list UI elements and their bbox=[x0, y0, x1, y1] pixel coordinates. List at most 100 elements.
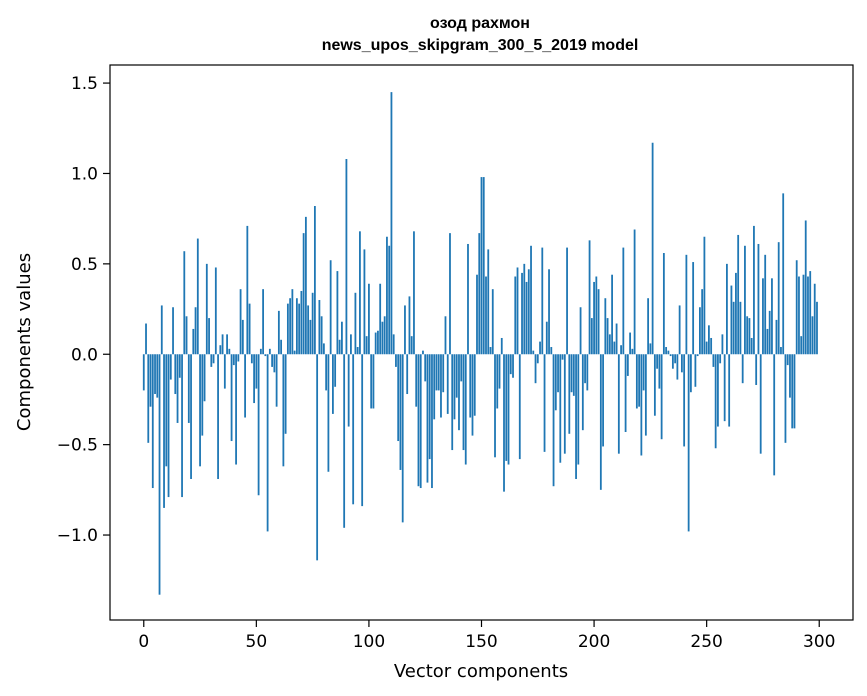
bar-143 bbox=[464, 354, 467, 465]
bar-268 bbox=[746, 316, 749, 355]
bar-83 bbox=[329, 260, 332, 355]
bar-240 bbox=[683, 354, 686, 447]
bar-68 bbox=[295, 298, 298, 355]
bar-36 bbox=[223, 354, 226, 389]
y-axis-label: Components values bbox=[14, 253, 35, 431]
bar-20 bbox=[187, 354, 190, 423]
bar-44 bbox=[241, 319, 244, 355]
bar-248 bbox=[701, 289, 704, 355]
bar-135 bbox=[446, 354, 449, 414]
bar-88 bbox=[341, 321, 343, 355]
bar-103 bbox=[374, 332, 377, 355]
bar-18 bbox=[183, 251, 186, 355]
bar-45 bbox=[244, 354, 246, 418]
bar-153 bbox=[487, 249, 490, 355]
bar-197 bbox=[586, 354, 589, 391]
y-tick-label: 1.0 bbox=[71, 164, 98, 184]
bar-173 bbox=[532, 350, 535, 355]
bar-296 bbox=[809, 271, 812, 355]
bar-239 bbox=[680, 354, 683, 373]
bar-151 bbox=[482, 177, 485, 355]
bar-0 bbox=[142, 354, 145, 391]
bar-298 bbox=[813, 283, 816, 355]
bar-209 bbox=[613, 341, 616, 355]
bar-113 bbox=[397, 354, 400, 442]
bar-183 bbox=[554, 354, 557, 411]
bar-84 bbox=[332, 354, 334, 414]
bar-33 bbox=[217, 354, 219, 479]
bar-40 bbox=[232, 354, 235, 366]
bar-127 bbox=[428, 354, 431, 460]
bar-205 bbox=[604, 298, 607, 355]
bar-289 bbox=[793, 354, 796, 429]
bar-100 bbox=[368, 283, 370, 355]
bar-243 bbox=[689, 354, 692, 393]
bar-294 bbox=[804, 220, 807, 355]
bar-64 bbox=[286, 303, 289, 355]
bar-98 bbox=[363, 249, 366, 355]
bar-189 bbox=[568, 354, 571, 434]
bar-230 bbox=[660, 354, 663, 440]
bar-120 bbox=[413, 231, 415, 355]
bar-99 bbox=[365, 336, 368, 355]
bar-180 bbox=[548, 269, 550, 355]
bar-270 bbox=[750, 337, 753, 355]
bar-260 bbox=[728, 354, 731, 427]
bar-241 bbox=[685, 254, 688, 355]
bar-171 bbox=[527, 269, 530, 355]
bar-137 bbox=[451, 354, 454, 451]
bar-184 bbox=[557, 354, 559, 393]
bar-49 bbox=[253, 354, 255, 404]
bar-208 bbox=[611, 274, 613, 355]
bar-198 bbox=[588, 240, 591, 355]
bar-38 bbox=[228, 348, 231, 355]
bar-165 bbox=[514, 276, 517, 355]
bar-22 bbox=[192, 328, 195, 355]
bar-108 bbox=[386, 236, 388, 355]
bar-190 bbox=[570, 354, 573, 393]
bar-3 bbox=[149, 354, 152, 407]
bar-167 bbox=[518, 354, 521, 460]
bar-29 bbox=[208, 318, 210, 355]
bar-9 bbox=[163, 354, 165, 508]
bar-272 bbox=[755, 354, 758, 385]
bar-201 bbox=[595, 276, 598, 355]
bar-42 bbox=[237, 354, 240, 362]
bar-206 bbox=[606, 318, 609, 355]
bar-70 bbox=[300, 290, 303, 355]
bar-21 bbox=[190, 354, 192, 479]
x-tick-label: 250 bbox=[690, 632, 722, 652]
bar-27 bbox=[203, 354, 206, 402]
bar-259 bbox=[726, 263, 728, 355]
bar-181 bbox=[550, 347, 553, 355]
bar-251 bbox=[708, 325, 710, 355]
bar-283 bbox=[780, 347, 782, 355]
bar-148 bbox=[476, 274, 478, 355]
bar-73 bbox=[307, 305, 310, 355]
bar-39 bbox=[230, 354, 233, 442]
bar-250 bbox=[705, 341, 708, 355]
bar-228 bbox=[656, 354, 659, 369]
bar-8 bbox=[160, 305, 163, 355]
bar-219 bbox=[635, 354, 638, 409]
bar-277 bbox=[766, 328, 769, 355]
bar-254 bbox=[714, 354, 717, 449]
bar-110 bbox=[390, 92, 393, 355]
bar-200 bbox=[593, 281, 595, 355]
bar-47 bbox=[248, 303, 251, 355]
bar-124 bbox=[422, 350, 424, 355]
chart-title-line2: news_upos_skipgram_300_5_2019 model bbox=[322, 37, 639, 54]
bar-102 bbox=[372, 354, 375, 409]
bar-56 bbox=[268, 348, 271, 355]
bar-89 bbox=[343, 354, 346, 528]
bar-196 bbox=[584, 354, 586, 384]
bar-77 bbox=[316, 354, 319, 561]
bar-174 bbox=[534, 354, 537, 384]
bar-2 bbox=[147, 354, 150, 443]
bar-235 bbox=[671, 354, 674, 369]
bar-50 bbox=[255, 354, 258, 389]
bar-267 bbox=[744, 245, 746, 355]
bar-144 bbox=[467, 243, 469, 355]
bar-213 bbox=[622, 247, 625, 355]
x-tick-label: 300 bbox=[803, 632, 835, 652]
